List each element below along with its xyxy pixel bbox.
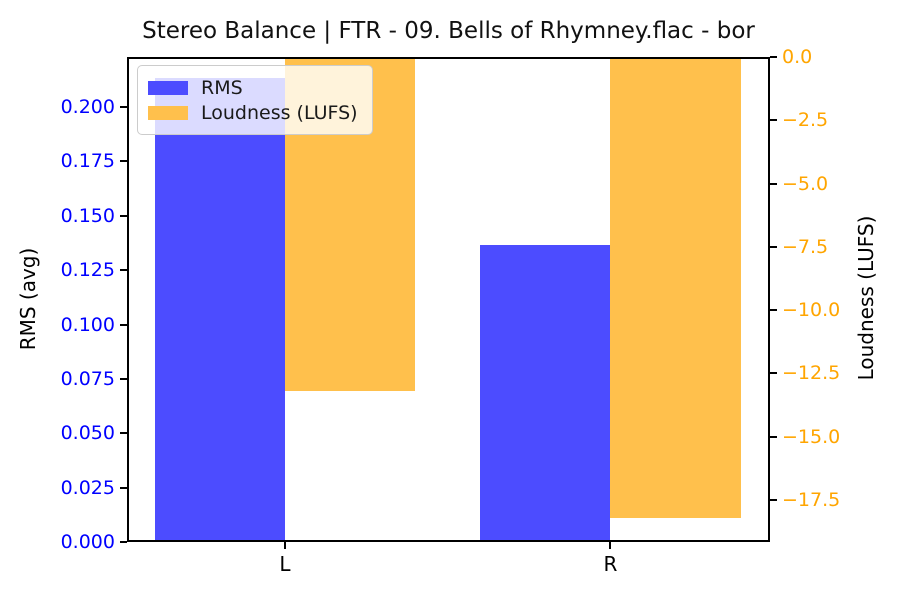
right-y-axis-label: Loudness (LUFS) <box>854 215 878 381</box>
right-axis-tick-mark <box>770 435 777 438</box>
left-axis-tick-label: 0.100 <box>60 313 115 336</box>
right-axis-tick-label: 0.0 <box>782 46 813 68</box>
right-axis-tick-mark <box>770 372 777 375</box>
left-axis-tick-label: 0.075 <box>60 367 115 390</box>
left-y-axis-label: RMS (avg) <box>16 247 40 351</box>
left-axis-tick-mark <box>120 432 127 435</box>
legend-label: RMS <box>201 76 243 99</box>
right-axis-tick-label: −12.5 <box>782 362 841 385</box>
right-axis-tick-mark <box>770 119 777 122</box>
bar-rms-R <box>480 244 611 542</box>
right-axis-tick-label: −2.5 <box>782 109 829 132</box>
right-axis-tick-label: −17.5 <box>782 488 841 511</box>
left-axis-tick-label: 0.025 <box>60 476 115 499</box>
legend-row: RMS <box>148 75 358 100</box>
right-axis-tick-label: −5.0 <box>782 172 829 195</box>
right-axis-tick-mark <box>770 56 777 58</box>
x-axis-tick-mark <box>283 542 286 549</box>
legend-swatch <box>148 80 188 95</box>
chart-legend: RMS Loudness (LUFS) <box>137 65 373 135</box>
left-axis-tick-mark <box>120 377 127 380</box>
x-axis-tick-label: L <box>279 552 291 576</box>
left-axis-tick-mark <box>120 214 127 217</box>
left-axis-tick-mark <box>120 269 127 272</box>
bar-rms-L <box>154 78 285 542</box>
plot-area <box>127 57 770 542</box>
right-axis-tick-mark <box>770 498 777 501</box>
right-axis-tick-label: −10.0 <box>782 299 841 322</box>
left-axis-tick-mark <box>120 541 127 543</box>
left-axis-tick-label: 0.200 <box>60 96 115 119</box>
left-axis-tick-label: 0.125 <box>60 259 115 282</box>
right-axis-tick-mark <box>770 182 777 185</box>
left-axis-tick-mark <box>120 486 127 489</box>
chart-title: Stereo Balance | FTR - 09. Bells of Rhym… <box>142 18 755 44</box>
bar-loudness-R <box>610 57 741 518</box>
left-axis-tick-label: 0.175 <box>60 150 115 173</box>
legend-row: Loudness (LUFS) <box>148 100 358 125</box>
left-axis-tick-label: 0.050 <box>60 422 115 445</box>
right-axis-tick-label: −15.0 <box>782 425 841 448</box>
legend-swatch <box>148 105 188 120</box>
legend-label: Loudness (LUFS) <box>201 101 358 124</box>
right-axis-tick-mark <box>770 245 777 248</box>
x-axis-tick-mark <box>609 542 612 549</box>
right-axis-tick-label: −7.5 <box>782 235 829 258</box>
x-axis-tick-label: R <box>603 552 618 576</box>
left-axis-tick-mark <box>120 160 127 163</box>
left-axis-tick-mark <box>120 106 127 109</box>
right-axis-tick-mark <box>770 309 777 312</box>
left-axis-tick-label: 0.000 <box>60 531 115 553</box>
left-axis-tick-mark <box>120 323 127 326</box>
left-axis-tick-label: 0.150 <box>60 204 115 227</box>
